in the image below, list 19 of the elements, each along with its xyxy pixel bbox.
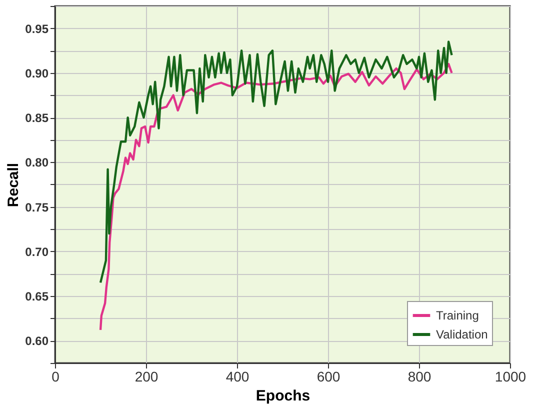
y-tick-label: 0.85 [25,111,49,126]
x-tick-label: 800 [408,368,432,384]
y-tick-label: 0.70 [25,244,49,259]
legend-label: Training [436,308,479,322]
y-tick-label: 0.80 [25,156,49,170]
y-tick-label: 0.65 [25,290,49,304]
x-tick-label: 400 [226,368,250,384]
y-axis-title: Recall [5,162,22,208]
x-tick-label: 200 [134,368,158,384]
x-axis-title: Epochs [256,388,310,404]
line-series [99,40,453,284]
x-tick-label: 0 [52,368,60,384]
y-tick-label: 0.75 [25,200,49,214]
y-tick-label: 0.95 [25,22,49,36]
y-tick-label: 0.60 [25,334,49,348]
legend-label: Validation [436,328,488,342]
x-tick-label: 1000 [494,368,526,384]
x-tick-label: 600 [316,368,340,384]
y-tick-label: 0.90 [25,66,49,80]
